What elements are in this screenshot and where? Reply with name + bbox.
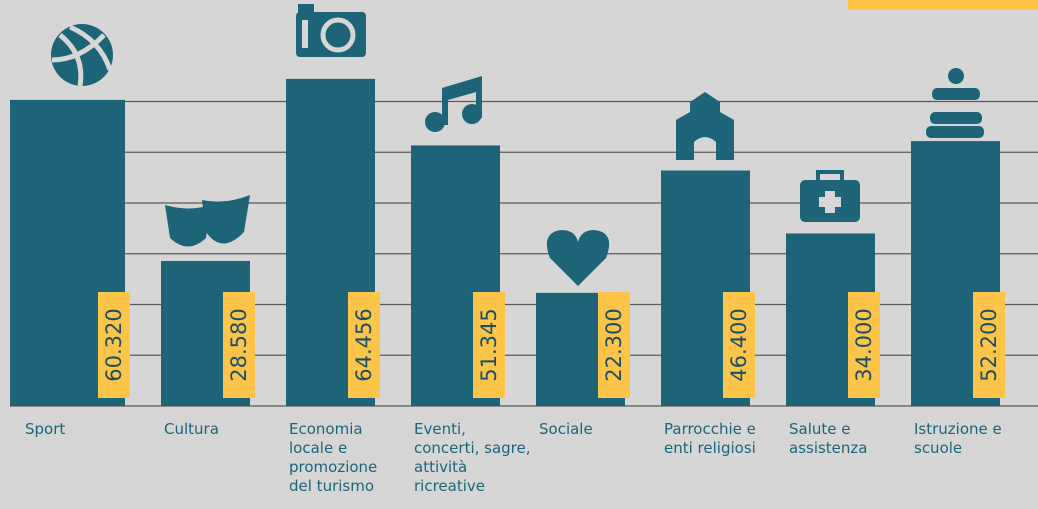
note-head [425,112,445,132]
value-label-box [223,292,255,398]
x-tick-label: Economia locale e promozione del turismo [289,420,378,495]
value-label: 64.456 [352,308,376,381]
bars: 60.320 28.580 64.456 51.345 22.300 46.400 34.0… [10,78,1005,406]
x-tick-label: Sociale [539,420,593,438]
medkit-handle [816,170,844,184]
value-label: 60.320 [102,308,126,381]
note-head [462,104,482,124]
medkit-cross [819,191,841,213]
mask-icon [165,205,210,247]
camera-top [298,4,314,14]
apple-icon [948,68,964,84]
x-tick-label: Istruzione e scuole [914,420,1002,457]
book-icon [932,88,980,100]
corner-tab [848,0,1038,10]
value-label: 22.300 [602,308,626,381]
church-icon [676,92,734,160]
icons [51,4,984,286]
note-icon [442,76,482,125]
value-label-box [723,292,755,398]
camera-flash [302,20,308,48]
x-tick-label: Sport [25,420,66,438]
value-label: 28.580 [227,308,251,381]
x-tick-label: Cultura [164,420,219,438]
x-tick-label: Eventi, concerti, sagre, attività ricrea… [414,420,531,495]
volleyball-lines [51,24,113,87]
book-icon [930,112,982,124]
value-label-box [973,292,1005,398]
value-label: 46.400 [727,308,751,381]
value-label: 52.200 [977,308,1001,381]
value-label: 51.345 [477,308,501,381]
x-tick-label: Parrocchie e enti religiosi [664,420,756,457]
value-label-box [98,292,130,398]
heart-icon [546,230,610,286]
value-label-box [473,292,505,398]
book-icon [926,126,984,138]
value-label-box [348,292,380,398]
mask-icon [202,195,250,244]
value-label: 34.000 [852,308,876,381]
camera-lens [320,17,356,53]
x-tick-label: Salute e assistenza [789,420,868,457]
value-label-box [598,292,630,398]
value-label-box [848,292,880,398]
